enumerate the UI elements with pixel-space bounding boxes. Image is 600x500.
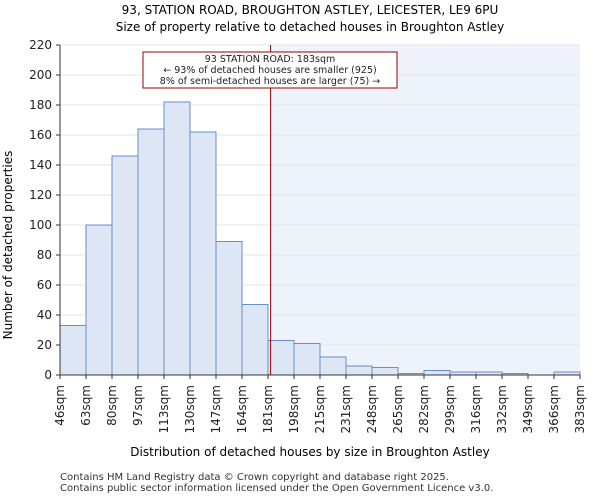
histogram-bar (241, 304, 269, 376)
x-tick-label: 164sqm (235, 385, 249, 433)
x-tick-label: 181sqm (261, 385, 275, 433)
histogram-bar (137, 128, 165, 376)
y-axis-label: Number of detached properties (1, 151, 15, 340)
x-tick-label: 80sqm (105, 385, 119, 426)
plot-area: 0 20 40 60 80 100 120 140 160 180 200 220 46sqm 63sqm… (29, 38, 587, 433)
histogram-bar (189, 131, 217, 376)
y-tick-label: 180 (29, 98, 52, 112)
histogram-bar (423, 370, 451, 376)
x-tick-label: 299sqm (443, 385, 457, 433)
x-tick-label: 366sqm (547, 385, 561, 433)
x-tick-label: 63sqm (79, 385, 93, 426)
x-tick-label: 265sqm (391, 385, 405, 433)
histogram-bar (319, 356, 347, 376)
histogram-bar (267, 340, 295, 376)
chart-subtitle: Size of property relative to detached ho… (116, 20, 505, 34)
annotation-line1: 93 STATION ROAD: 183sqm (205, 54, 336, 65)
footer-licence: Contains public sector information licen… (60, 483, 494, 494)
annotation-line2: ← 93% of detached houses are smaller (92… (163, 65, 376, 76)
footer-copyright: Contains HM Land Registry data © Crown c… (60, 472, 449, 483)
x-tick-label: 282sqm (417, 385, 431, 433)
y-tick-label: 0 (44, 368, 52, 382)
x-tick-label: 215sqm (313, 385, 327, 433)
chart-title: 93, STATION ROAD, BROUGHTON ASTLEY, LEIC… (122, 3, 499, 17)
histogram-bar (215, 241, 243, 376)
y-tick-label: 40 (37, 308, 52, 322)
x-tick-label: 316sqm (469, 385, 483, 433)
x-tick-label: 349sqm (521, 385, 535, 433)
y-tick-label: 140 (29, 158, 52, 172)
x-tick-label: 130sqm (183, 385, 197, 433)
x-axis-label: Distribution of detached houses by size … (130, 445, 489, 459)
larger-region-shading (270, 45, 580, 375)
x-tick-label: 332sqm (495, 385, 509, 433)
x-tick-label: 383sqm (573, 385, 587, 433)
x-tick-label: 248sqm (365, 385, 379, 433)
y-tick-label: 80 (37, 248, 52, 262)
y-tick-label: 160 (29, 128, 52, 142)
x-tick-label: 231sqm (339, 385, 353, 433)
histogram-bar (59, 325, 87, 376)
y-tick-label: 220 (29, 38, 52, 52)
histogram-chart: 93, STATION ROAD, BROUGHTON ASTLEY, LEIC… (1, 3, 587, 459)
histogram-bar (345, 365, 373, 376)
y-tick-label: 20 (37, 338, 52, 352)
y-tick-label: 60 (37, 278, 52, 292)
y-tick-label: 200 (29, 68, 52, 82)
histogram-bar (111, 155, 139, 376)
y-tick-label: 120 (29, 188, 52, 202)
x-tick-label: 113sqm (157, 385, 171, 433)
histogram-bar (85, 224, 113, 376)
x-tick-label: 147sqm (209, 385, 223, 433)
histogram-bar (163, 101, 191, 376)
x-tick-label: 198sqm (287, 385, 301, 433)
y-tick-label: 100 (29, 218, 52, 232)
annotation-box (142, 51, 398, 89)
x-tick-label: 46sqm (53, 385, 67, 426)
histogram-bar (293, 343, 321, 376)
annotation-line3: 8% of semi-detached houses are larger (7… (160, 76, 380, 87)
histogram-bar (371, 367, 399, 376)
x-tick-label: 97sqm (131, 385, 145, 426)
